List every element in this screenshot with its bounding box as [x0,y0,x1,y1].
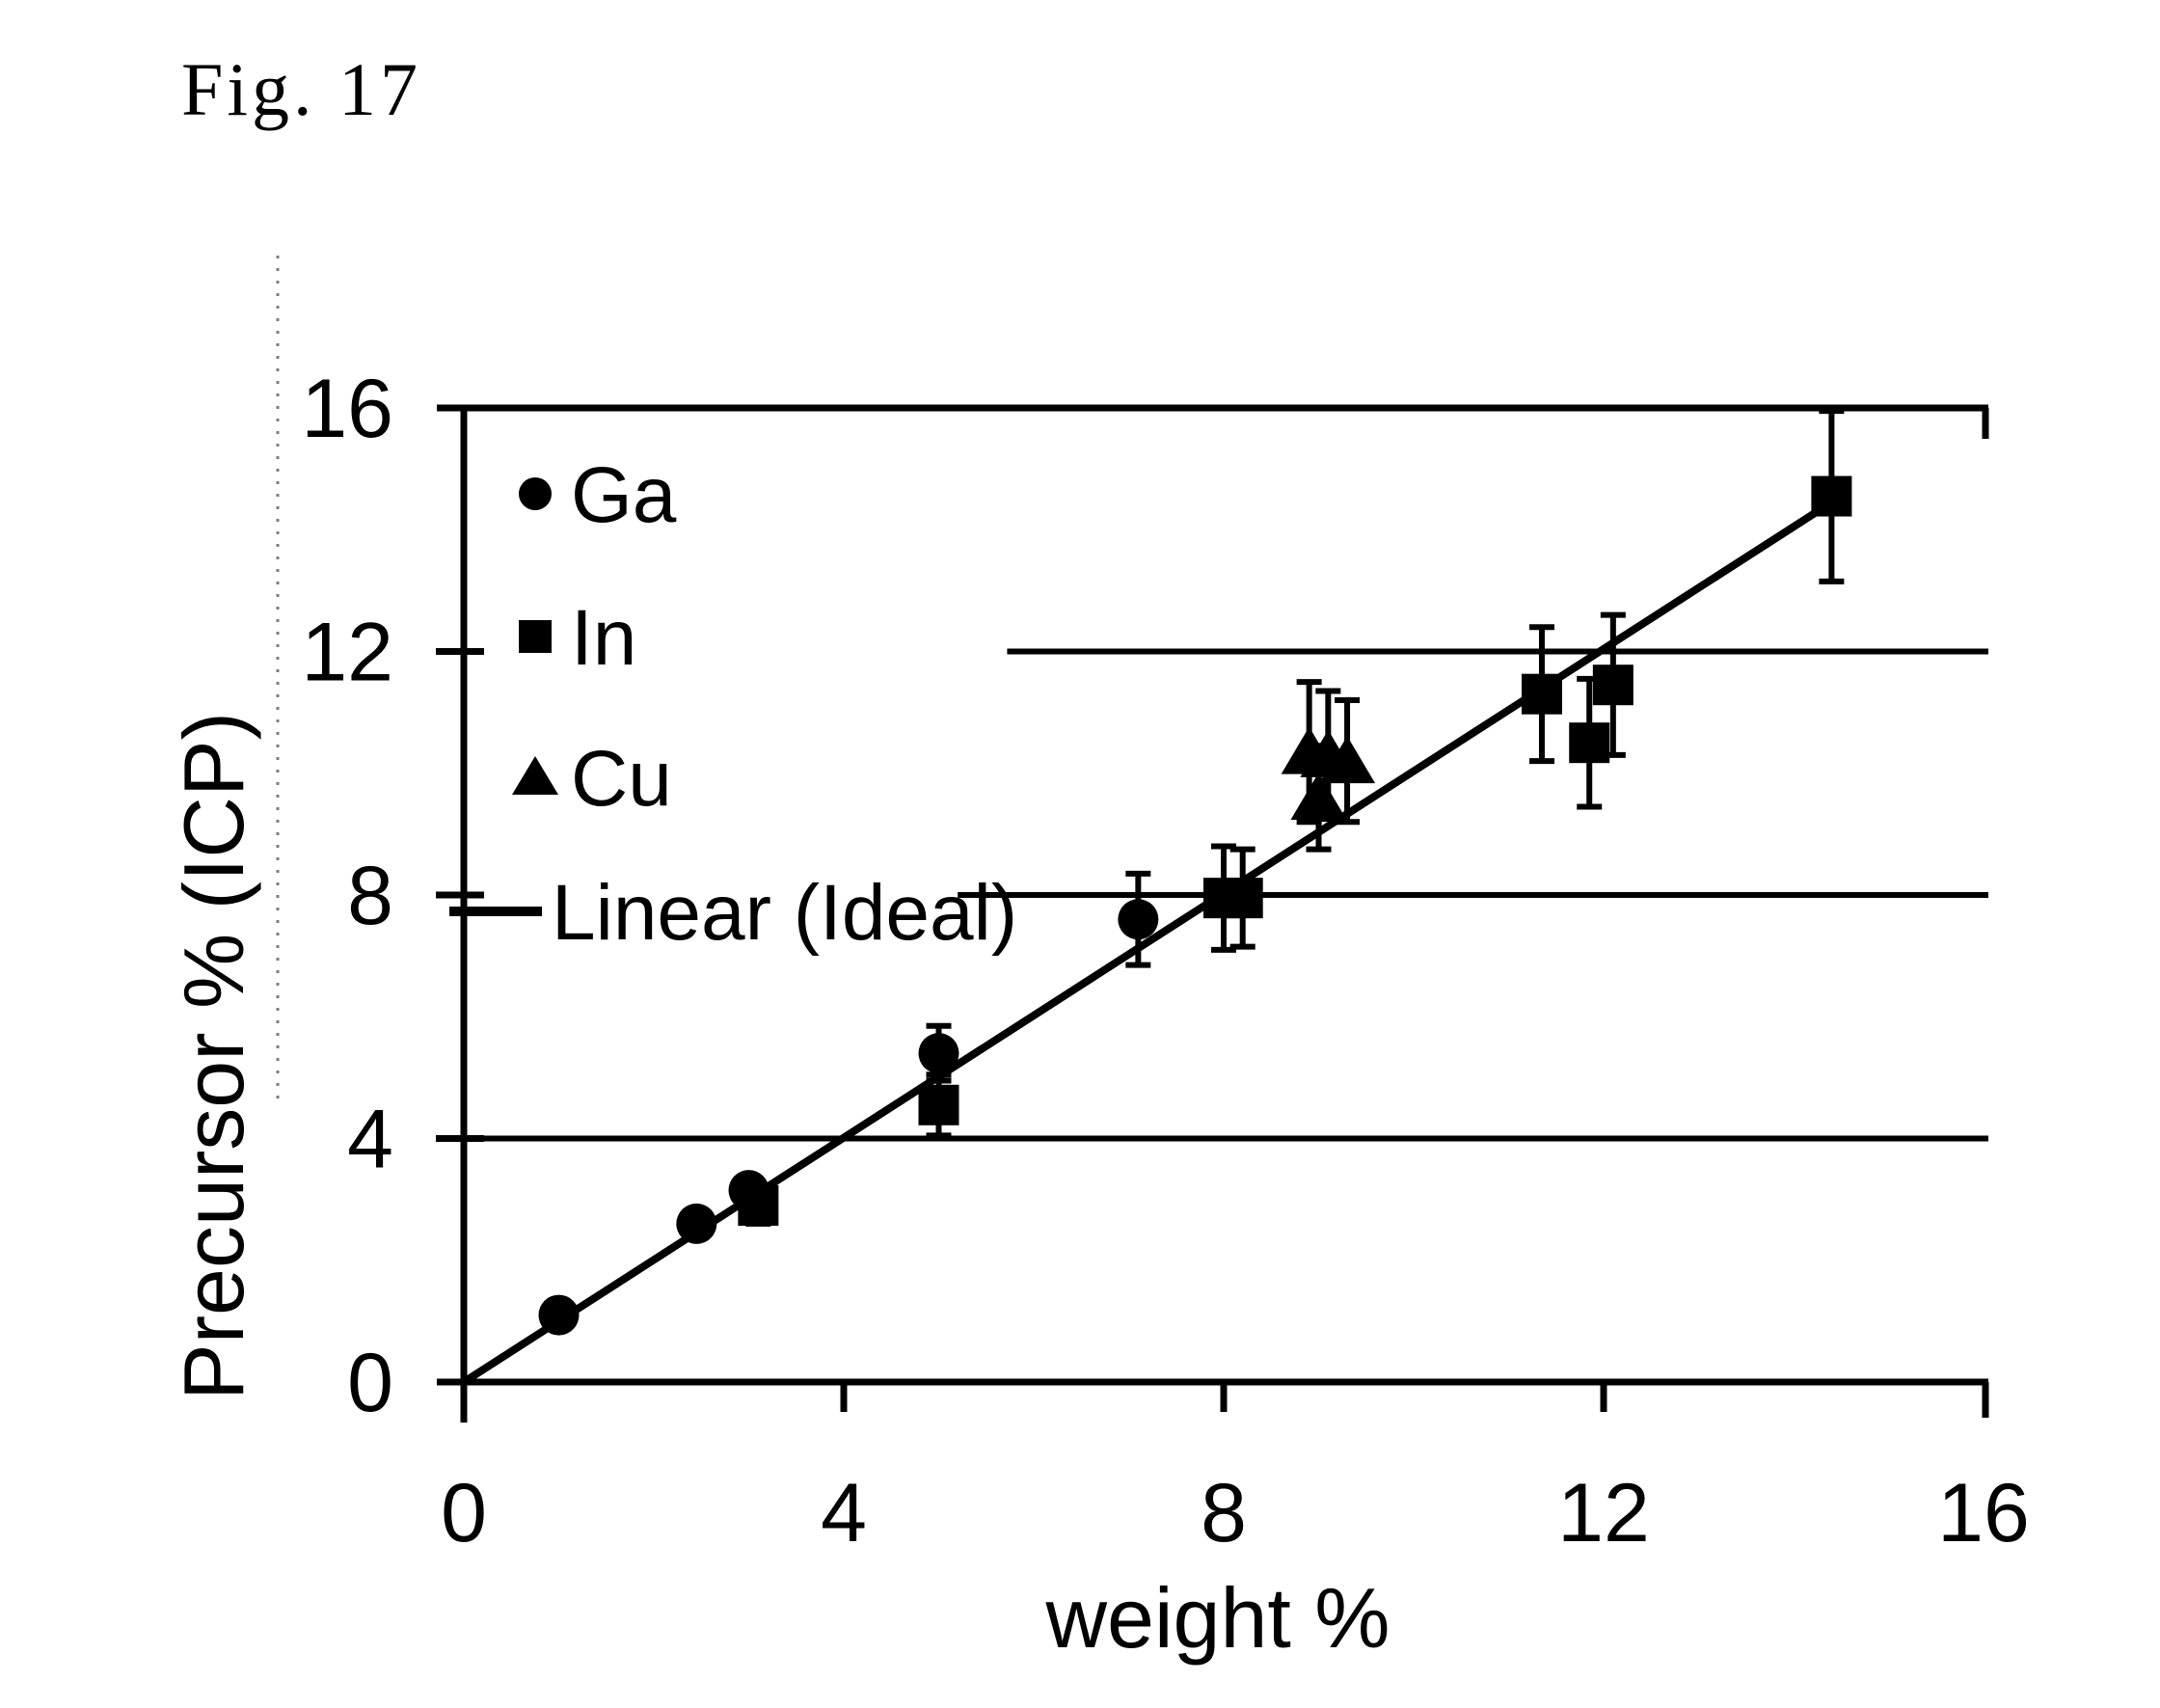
in-data-marker [1521,673,1562,715]
cu-data-marker [1290,773,1347,820]
legend-triangle-marker [512,756,558,795]
in-data-marker [1222,878,1263,919]
legend-label: In [571,594,636,682]
gridlines [464,648,1988,1142]
ticks-and-labels: 0 4 8 12 16 0 4 8 12 16 [301,363,2030,1559]
in-data-marker [918,1084,959,1125]
legend-label: Ga [571,451,677,539]
y-axis-title: Precursor % (ICP) [166,712,261,1400]
legend-label: Cu [571,735,672,823]
legend-item-linear-ideal-: Linear (Ideal) [449,869,1017,957]
in-data-marker [738,1184,779,1226]
figure-label: Fig. 17 [181,47,422,131]
legend-item-ga: Ga [519,451,677,539]
in-data-marker [1592,664,1634,706]
ga-data-marker [538,1294,580,1336]
y-tick-label-0: 0 [347,1337,393,1429]
legend-square-marker [519,620,552,653]
legend-item-cu: Cu [512,735,672,823]
y-tick-label-8: 8 [347,850,393,942]
ga-data-marker [1118,899,1159,940]
legend-circle-marker [519,477,552,510]
ga-data-marker [676,1203,717,1244]
x-tick-label-16: 16 [1937,1467,2030,1559]
y-tick-label-16: 16 [301,363,393,455]
series-in [738,408,1852,1227]
series-cu [1281,679,1376,853]
x-tick-label-4: 4 [821,1467,867,1559]
x-tick-label-8: 8 [1201,1467,1247,1559]
ga-data-marker [918,1033,959,1074]
x-tick-label-0: 0 [441,1467,487,1559]
x-tick-label-12: 12 [1557,1467,1650,1559]
y-tick-label-4: 4 [347,1094,393,1186]
in-data-marker [1569,722,1610,764]
cu-data-marker [1319,736,1376,784]
legend: Ga In Cu Linear (Ideal) [449,451,1017,957]
x-axis-title: weight % [1044,1570,1390,1666]
in-data-marker [1811,475,1852,517]
y-tick-label-12: 12 [301,607,393,699]
legend-item-in: In [519,594,636,682]
legend-label: Linear (Ideal) [552,869,1017,957]
